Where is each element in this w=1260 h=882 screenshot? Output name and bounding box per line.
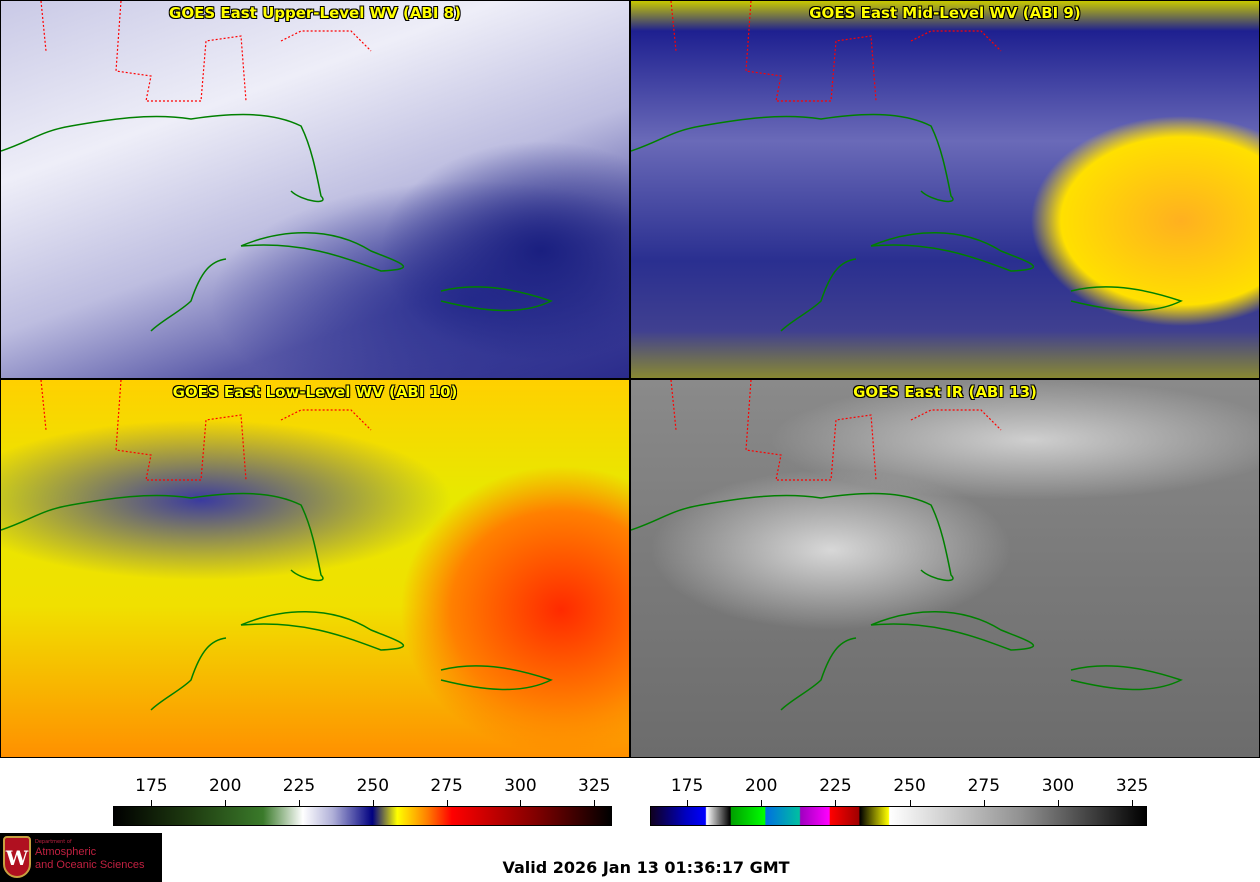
- panel-ir: GOES East IR (ABI 13): [630, 379, 1260, 758]
- colorbar-tick-label: 200: [208, 776, 242, 796]
- aos-logo: W Department of Atmospheric and Oceanic …: [0, 833, 162, 882]
- colorbar-tick-label: 225: [282, 776, 316, 796]
- panel-low-level-wv: GOES East Low-Level WV (ABI 10): [0, 379, 630, 758]
- panel-title: GOES East Upper-Level WV (ABI 8): [169, 4, 461, 22]
- colorbar-tick-label: 225: [819, 776, 852, 796]
- map-overlay: [1, 1, 553, 332]
- colorbar-tick: [594, 800, 596, 806]
- colorbar-water-vapor: [113, 806, 612, 826]
- colorbar-tick: [446, 800, 448, 806]
- state-borders: [40, 380, 372, 481]
- panel-mid-level-wv: GOES East Mid-Level WV (ABI 9): [630, 0, 1260, 379]
- coastline: [631, 113, 1183, 332]
- colorbar-tick-label: 250: [893, 776, 926, 796]
- colorbar-tick: [1057, 800, 1059, 806]
- valid-time: Valid 2026 Jan 13 01:36:17 GMT: [502, 858, 790, 877]
- colorbar-tick: [225, 800, 227, 806]
- colorbar-tick: [983, 800, 985, 806]
- colorbar-tick: [151, 800, 153, 806]
- colorbar-tick: [909, 800, 911, 806]
- logo-line1: Atmospheric: [35, 846, 97, 858]
- panel-title: GOES East IR (ABI 13): [853, 383, 1037, 401]
- panel-title: GOES East Low-Level WV (ABI 10): [172, 383, 458, 401]
- colorbar-infrared: [650, 806, 1147, 826]
- coastline: [631, 492, 1183, 711]
- map-overlay: [1, 380, 553, 711]
- logo-dept: Department of: [35, 839, 72, 845]
- coastline: [1, 113, 553, 332]
- colorbar-tick-label: 200: [745, 776, 778, 796]
- colorbar-tick-label: 300: [1041, 776, 1075, 796]
- coastline: [1, 492, 553, 711]
- colorbar-tick-label: 300: [504, 776, 537, 796]
- panel-title: GOES East Mid-Level WV (ABI 9): [809, 4, 1081, 22]
- colorbar-tick: [520, 800, 522, 806]
- state-borders: [670, 380, 1002, 481]
- colorbar-tick-label: 175: [135, 776, 168, 796]
- colorbar-tick-label: 275: [967, 776, 1001, 796]
- colorbar-tick: [372, 800, 374, 806]
- colorbar-tick: [835, 800, 837, 806]
- logo-line2: and Oceanic Sciences: [35, 859, 145, 871]
- map-overlay: [631, 380, 1183, 711]
- panel-upper-level-wv: GOES East Upper-Level WV (ABI 8): [0, 0, 630, 379]
- state-borders: [40, 1, 372, 102]
- colorbar-tick: [299, 800, 301, 806]
- colorbar-tick: [687, 800, 689, 806]
- colorbar-tick-label: 275: [430, 776, 463, 796]
- uw-shield-icon: W: [3, 836, 31, 878]
- colorbar-tick: [761, 800, 763, 806]
- map-overlay: [631, 1, 1183, 332]
- colorbar-tick-label: 250: [356, 776, 390, 796]
- colorbar-tick-label: 325: [1115, 776, 1149, 796]
- colorbar-tick-label: 175: [670, 776, 704, 796]
- colorbar-tick-label: 325: [578, 776, 611, 796]
- colorbar-tick: [1132, 800, 1134, 806]
- state-borders: [670, 1, 1002, 102]
